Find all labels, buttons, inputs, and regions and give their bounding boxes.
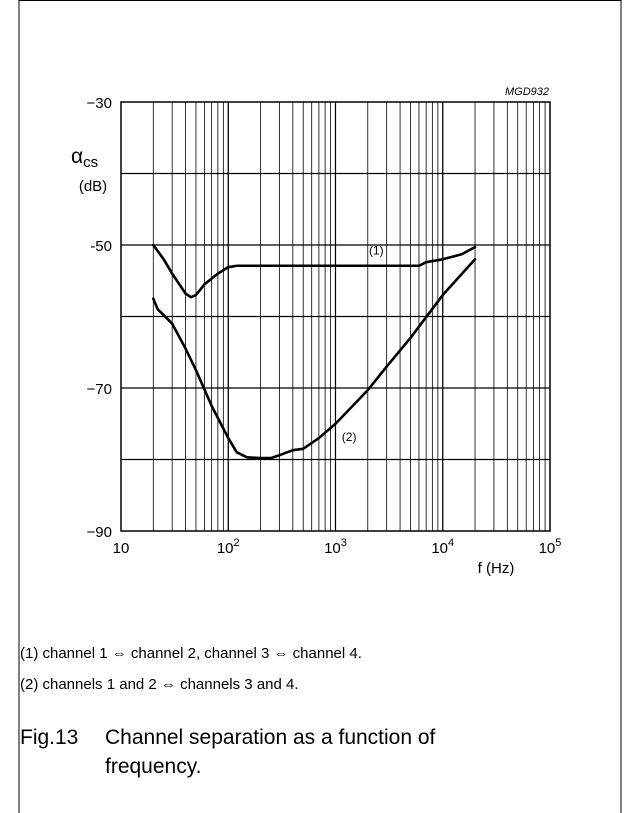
x-tick-label: 104 (431, 537, 454, 557)
y-tick-label: −70 (87, 381, 112, 398)
figure-number: Fig.13 (20, 726, 79, 749)
x-tick-label: 105 (539, 537, 562, 557)
series-layer (151, 243, 477, 460)
legend-note-1: (1) channel 1 ⇔ channel 2, channel 3 ⇔ c… (20, 645, 362, 662)
y-axis-symbol: αcs (71, 145, 98, 171)
figure-id-label: MGD932 (505, 86, 549, 98)
x-tick-label: 102 (217, 537, 240, 557)
legend-note-2: (2) channels 1 and 2 ⇔ channels 3 and 4. (20, 676, 299, 693)
caption-line-1: Channel separation as a function of (105, 726, 436, 749)
y-tick-label: -50 (90, 238, 112, 255)
series-label-1: (1) (369, 243, 384, 257)
y-axis-unit: (dB) (79, 178, 107, 195)
x-tick-label: 10 (113, 540, 130, 557)
figure-caption: Fig.13 Channel separation as a function o… (20, 723, 435, 781)
series-line-1 (151, 243, 477, 299)
plot-border (120, 101, 551, 532)
x-axis-label: f (Hz) (478, 560, 515, 577)
series-line-2 (151, 257, 477, 460)
caption-line-2: frequency. (105, 755, 202, 778)
y-tick-label: −90 (87, 524, 112, 541)
x-tick-label: 103 (324, 537, 347, 557)
y-tick-label: −30 (87, 95, 112, 112)
series-label-2: (2) (342, 430, 357, 444)
grid (121, 102, 550, 531)
